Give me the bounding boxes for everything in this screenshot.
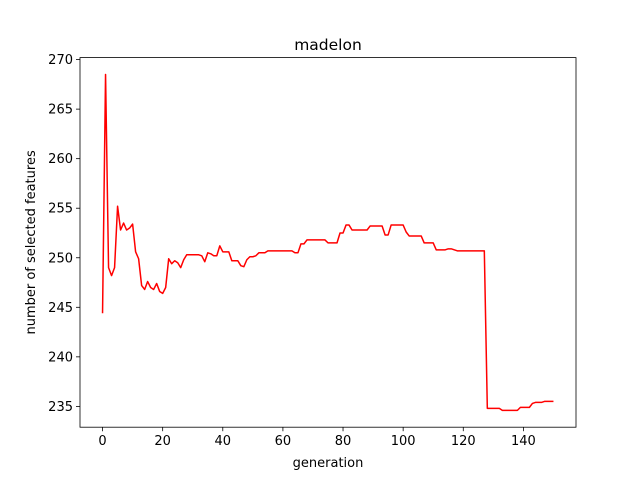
data-line <box>101 73 554 412</box>
chart-title: madelon <box>294 36 362 54</box>
x-tick-label: 20 <box>154 434 171 449</box>
y-tick-label: 240 <box>48 350 73 365</box>
x-axis-label: generation <box>293 456 364 471</box>
x-tick-label: 40 <box>215 434 232 449</box>
plot-frame <box>79 57 577 428</box>
x-tick-label: 0 <box>98 434 106 449</box>
y-tick-label: 235 <box>48 400 73 415</box>
y-tick-label: 260 <box>48 152 73 167</box>
y-axis-label: number of selected features <box>24 150 39 334</box>
x-tick-label: 60 <box>275 434 292 449</box>
y-tick-label: 265 <box>48 103 73 118</box>
x-tick-label: 120 <box>451 434 476 449</box>
x-tick-label: 100 <box>391 434 416 449</box>
x-tick-label: 140 <box>511 434 536 449</box>
y-tick-label: 270 <box>48 53 73 68</box>
y-tick-label: 255 <box>48 202 73 217</box>
x-tick-label: 80 <box>335 434 352 449</box>
y-tick-label: 245 <box>48 301 73 316</box>
y-tick-label: 250 <box>48 251 73 266</box>
